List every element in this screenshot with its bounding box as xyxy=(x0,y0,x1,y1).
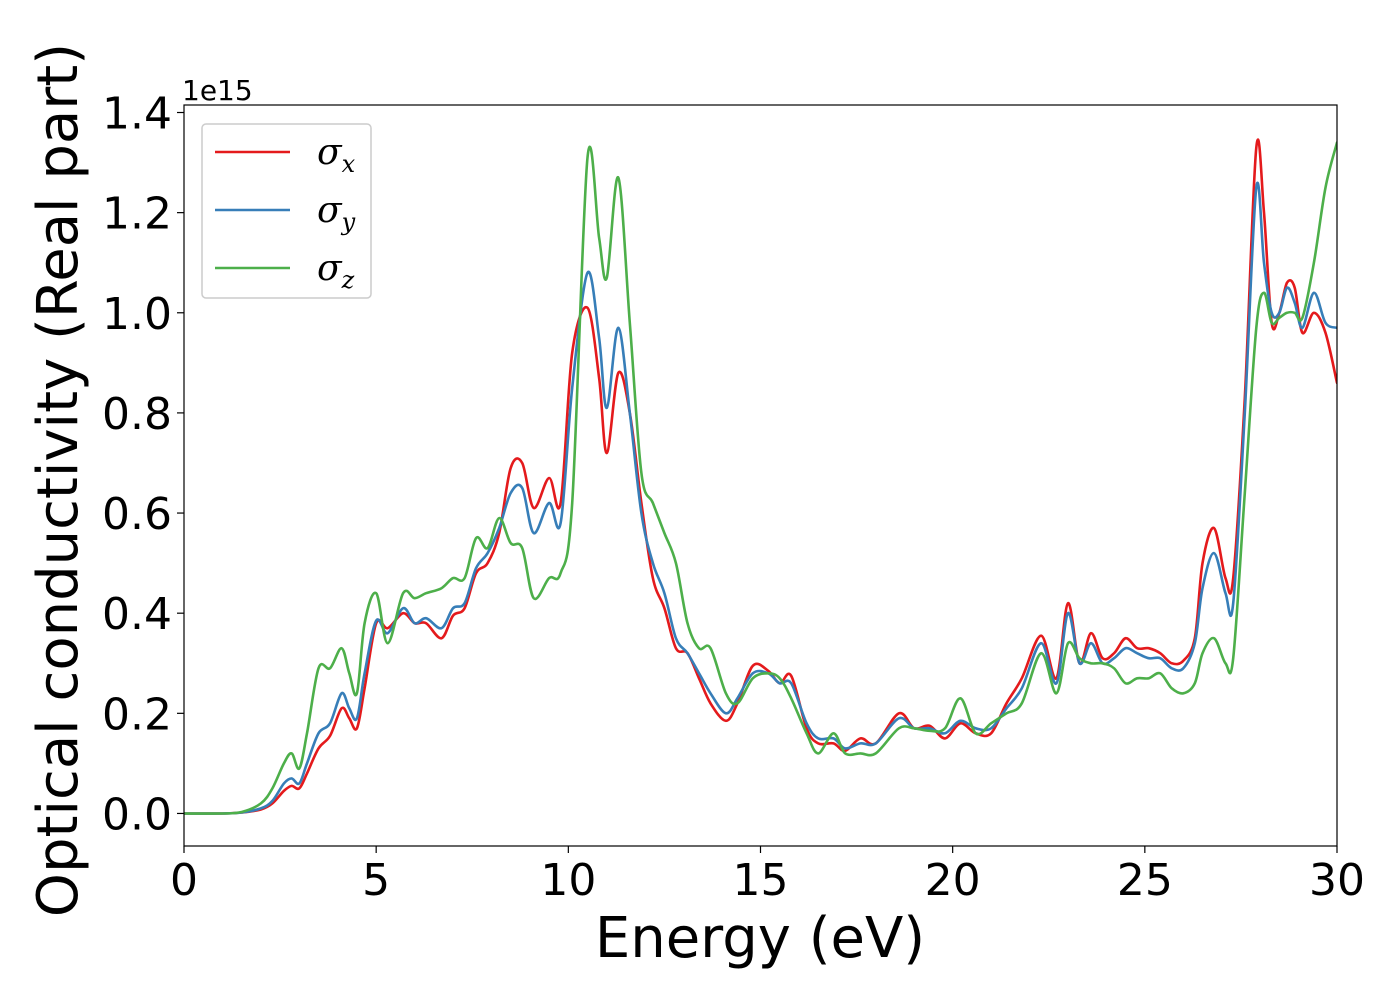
legend-label-z: σz xyxy=(317,248,355,294)
x-tick-label: 10 xyxy=(540,855,596,906)
y-axis: 0.0 0.2 0.4 0.6 0.8 1.0 1.2 1.4 xyxy=(102,89,184,840)
y-axis-offset-label: 1e15 xyxy=(182,74,253,107)
legend-label-x: σx xyxy=(317,132,356,178)
y-tick-label: 1.4 xyxy=(102,89,172,140)
y-tick-label: 0.6 xyxy=(102,489,172,540)
y-tick-label: 0.8 xyxy=(102,389,172,440)
x-tick-label: 20 xyxy=(925,855,981,906)
x-tick-label: 5 xyxy=(362,855,390,906)
y-tick-label: 0.4 xyxy=(102,589,172,640)
y-tick-label: 1.2 xyxy=(102,189,172,240)
x-tick-label: 15 xyxy=(733,855,789,906)
x-tick-label: 0 xyxy=(170,855,198,906)
series-line-z xyxy=(184,141,1337,815)
legend: σx σy σz xyxy=(201,123,372,299)
x-tick-label: 30 xyxy=(1309,855,1365,906)
series-layer xyxy=(184,138,1337,815)
y-tick-label: 0.0 xyxy=(102,789,172,840)
legend-label-y: σy xyxy=(317,190,356,236)
y-axis-title: Optical conductivity (Real part) xyxy=(26,43,91,917)
x-axis: 0 5 10 15 20 25 30 xyxy=(170,846,1365,906)
y-tick-label: 0.2 xyxy=(102,689,172,740)
series-line-x xyxy=(184,138,1337,815)
x-tick-label: 25 xyxy=(1117,855,1173,906)
y-tick-label: 1.0 xyxy=(102,289,172,340)
x-axis-title: Energy (eV) xyxy=(595,906,925,971)
series-line-y xyxy=(184,181,1337,815)
